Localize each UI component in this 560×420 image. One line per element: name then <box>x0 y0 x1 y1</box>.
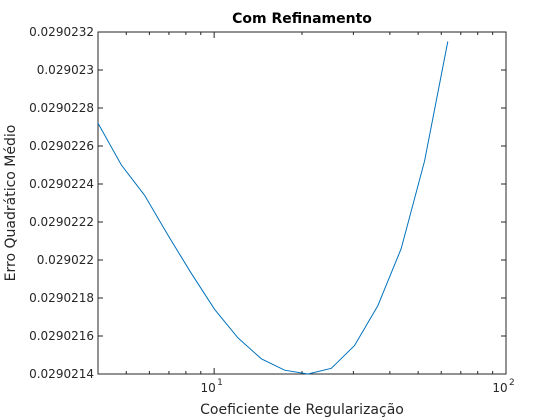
x-tick-label-exponent: 2 <box>509 378 515 388</box>
y-tick-label: 0.0290222 <box>29 215 94 229</box>
y-tick-label: 0.029023 <box>37 63 94 77</box>
x-tick-label: 10 <box>492 381 507 395</box>
series-line <box>97 41 449 375</box>
plot-area <box>98 32 506 374</box>
chart-title: Com Refinamento <box>232 11 372 27</box>
y-tick-label: 0.0290232 <box>29 25 94 39</box>
y-axis-title: Erro Quadrático Médio <box>3 125 19 282</box>
y-tick-label: 0.0290224 <box>29 177 94 191</box>
y-tick-label: 0.0290214 <box>29 367 94 381</box>
x-tick-label: 10 <box>201 381 216 395</box>
x-axis-title: Coeficiente de Regularização <box>200 402 404 418</box>
y-tick-label: 0.0290226 <box>29 139 94 153</box>
y-axis-ticks: 0.0290214 0.0290216 0.0290218 0.029022 0.029… <box>29 25 506 381</box>
y-tick-label: 0.0290216 <box>29 329 94 343</box>
y-tick-label: 0.029022 <box>37 253 94 267</box>
y-tick-label: 0.0290228 <box>29 101 94 115</box>
x-tick-label-exponent: 1 <box>217 378 223 388</box>
series-layer <box>97 41 449 375</box>
x-axis-ticks: 10 1 10 2 <box>97 32 515 395</box>
y-tick-label: 0.0290218 <box>29 291 94 305</box>
